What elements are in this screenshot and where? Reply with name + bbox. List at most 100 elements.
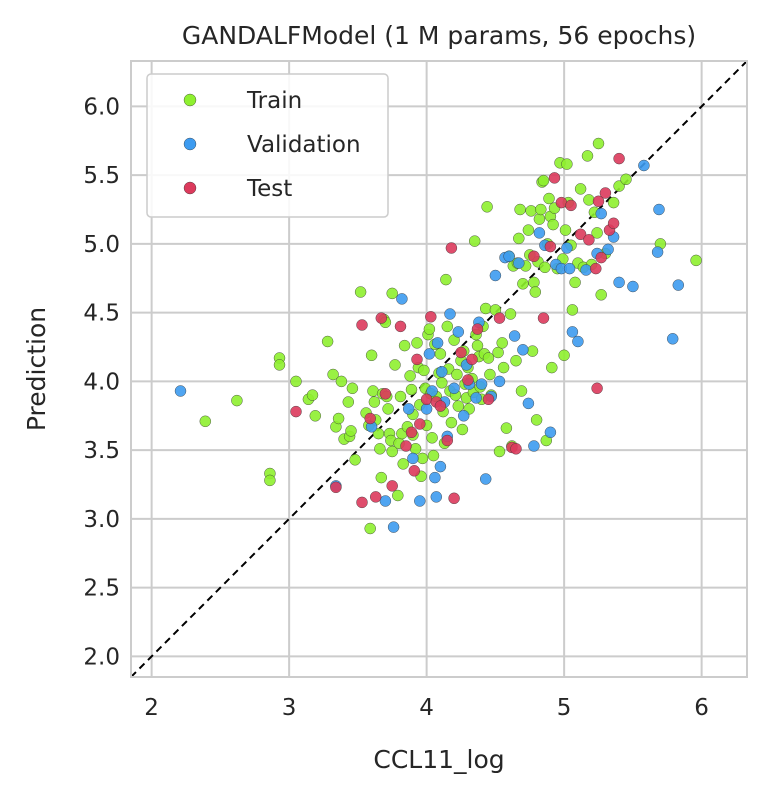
y-tick-label: 5.5 bbox=[83, 163, 120, 189]
data-point bbox=[375, 312, 387, 324]
data-point bbox=[514, 203, 526, 216]
data-point bbox=[496, 337, 508, 349]
data-point bbox=[572, 335, 584, 348]
y-tick-label: 4.5 bbox=[83, 301, 120, 327]
x-tick-labels: 2 3 4 5 6 bbox=[144, 695, 709, 721]
data-point bbox=[346, 382, 359, 394]
data-point bbox=[508, 330, 521, 342]
data-point bbox=[416, 452, 429, 465]
data-point bbox=[559, 224, 572, 236]
data-point bbox=[431, 337, 444, 349]
data-point bbox=[595, 251, 607, 264]
data-point bbox=[592, 137, 605, 150]
data-point bbox=[364, 522, 376, 535]
data-point bbox=[403, 403, 415, 415]
data-point bbox=[430, 491, 442, 503]
data-point bbox=[462, 374, 474, 386]
data-point bbox=[408, 465, 420, 477]
data-point bbox=[602, 243, 614, 256]
legend-box bbox=[146, 73, 389, 218]
data-point bbox=[389, 359, 401, 371]
data-point bbox=[436, 377, 448, 389]
data-point bbox=[392, 489, 404, 502]
data-point bbox=[335, 375, 348, 388]
x-tick-label: 5 bbox=[557, 695, 572, 721]
data-point bbox=[398, 339, 411, 352]
data-point bbox=[394, 390, 407, 403]
data-point bbox=[418, 364, 430, 377]
x-tick-label: 4 bbox=[419, 695, 434, 721]
data-point bbox=[690, 254, 702, 267]
data-point bbox=[400, 440, 412, 452]
legend-label: Train bbox=[246, 88, 302, 114]
data-point bbox=[452, 400, 464, 412]
data-point bbox=[607, 196, 620, 209]
data-point bbox=[561, 158, 573, 170]
data-point bbox=[525, 205, 537, 217]
data-point bbox=[481, 201, 493, 213]
data-point bbox=[555, 196, 568, 209]
data-point bbox=[667, 333, 679, 345]
data-point bbox=[513, 232, 525, 245]
data-point bbox=[396, 293, 408, 305]
data-point bbox=[368, 396, 381, 408]
data-point bbox=[440, 273, 452, 286]
data-point bbox=[375, 471, 387, 484]
data-point bbox=[382, 403, 394, 415]
data-point bbox=[327, 368, 339, 381]
data-point bbox=[544, 426, 557, 438]
series-validation bbox=[174, 159, 684, 533]
y-tick-labels: 2.0 2.5 3.0 3.5 4.0 4.5 5.0 5.5 6.0 bbox=[83, 94, 120, 670]
data-point bbox=[425, 311, 437, 323]
data-point bbox=[591, 382, 603, 394]
data-point bbox=[544, 240, 557, 253]
legend: Train Validation Test bbox=[146, 73, 389, 218]
data-point bbox=[458, 410, 470, 422]
data-point bbox=[386, 445, 398, 458]
data-point bbox=[332, 412, 345, 425]
data-point bbox=[493, 375, 506, 388]
data-point bbox=[420, 403, 433, 415]
data-point bbox=[517, 344, 529, 356]
data-point bbox=[504, 308, 517, 320]
data-point bbox=[426, 432, 438, 444]
data-point bbox=[537, 174, 550, 187]
data-point bbox=[407, 452, 419, 465]
data-point bbox=[441, 434, 453, 447]
data-point bbox=[451, 368, 463, 381]
data-point bbox=[387, 521, 400, 533]
y-axis-label: Prediction bbox=[22, 307, 51, 431]
data-point bbox=[423, 323, 436, 335]
data-point bbox=[638, 159, 650, 172]
data-point bbox=[497, 361, 510, 374]
data-point bbox=[356, 496, 368, 509]
data-point bbox=[405, 426, 418, 438]
data-point bbox=[409, 443, 422, 455]
data-point bbox=[539, 261, 551, 273]
data-point bbox=[482, 352, 495, 364]
y-tick-label: 6.0 bbox=[83, 94, 120, 120]
data-point bbox=[581, 150, 594, 162]
data-point bbox=[441, 320, 453, 333]
data-point bbox=[613, 276, 625, 289]
data-point bbox=[528, 250, 540, 262]
data-point bbox=[469, 235, 481, 247]
data-point bbox=[321, 335, 334, 348]
data-point bbox=[379, 495, 392, 507]
data-point bbox=[414, 495, 426, 507]
data-point bbox=[522, 224, 535, 236]
data-point bbox=[386, 480, 398, 492]
data-point bbox=[386, 287, 398, 300]
data-point bbox=[515, 385, 528, 397]
data-point bbox=[342, 396, 354, 408]
data-point bbox=[510, 443, 522, 455]
data-point bbox=[595, 289, 607, 301]
legend-marker bbox=[183, 181, 197, 195]
data-point bbox=[470, 392, 482, 404]
data-point bbox=[448, 382, 460, 394]
data-point bbox=[273, 359, 286, 371]
data-point bbox=[394, 320, 407, 333]
data-point bbox=[411, 353, 423, 366]
data-point bbox=[535, 203, 547, 216]
